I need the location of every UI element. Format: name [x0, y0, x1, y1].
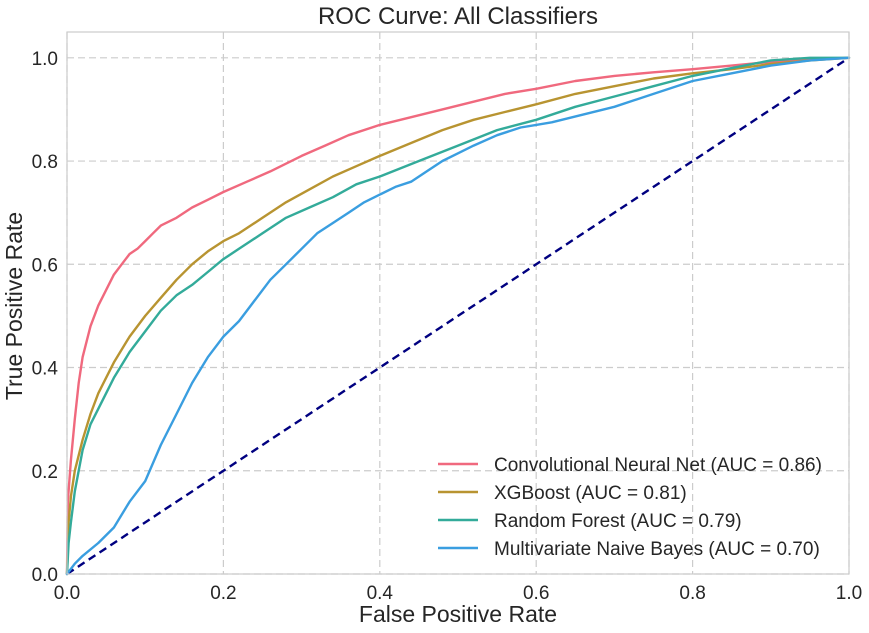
series-layer [65, 56, 851, 576]
x-tick-label: 0.4 [367, 583, 394, 604]
y-tick-labels: 0.0 0.2 0.4 0.6 0.8 1.0 [32, 49, 59, 586]
reference-layer [66, 56, 850, 576]
y-tick-label: 0.8 [32, 152, 58, 173]
y-tick-label: 0.4 [32, 359, 59, 380]
y-tick-label: 1.0 [32, 49, 58, 70]
y-tick-label: 0.6 [32, 255, 58, 276]
x-tick-label: 0.6 [523, 583, 549, 604]
x-tick-label: 0.2 [210, 583, 236, 604]
x-axis-label: False Positive Rate [359, 601, 557, 627]
y-axis-label: True Positive Rate [1, 212, 27, 400]
x-tick-labels: 0.0 0.2 0.4 0.6 0.8 1.0 [54, 583, 862, 604]
series-line-1 [65, 56, 851, 576]
plot-frame [66, 31, 850, 575]
legend-label-0: Convolutional Neural Net (AUC = 0.86) [494, 455, 822, 476]
legend-label-2: Random Forest (AUC = 0.79) [494, 511, 742, 532]
y-tick-label: 0.2 [32, 462, 58, 483]
chance-reference-line [66, 56, 850, 576]
x-tick-label: 1.0 [836, 583, 862, 604]
legend-label-3: Multivariate Naive Bayes (AUC = 0.70) [494, 539, 820, 560]
series-line-0 [65, 56, 851, 576]
legend: Convolutional Neural Net (AUC = 0.86) XGB… [438, 455, 822, 560]
series-line-3 [65, 56, 851, 576]
x-tick-label: 0.8 [679, 583, 705, 604]
chart-title: ROC Curve: All Classifiers [318, 3, 598, 30]
x-tick-label: 0.0 [54, 583, 80, 604]
y-tick-label: 0.0 [32, 565, 58, 586]
series-line-2 [65, 56, 851, 576]
legend-label-1: XGBoost (AUC = 0.81) [494, 483, 687, 504]
